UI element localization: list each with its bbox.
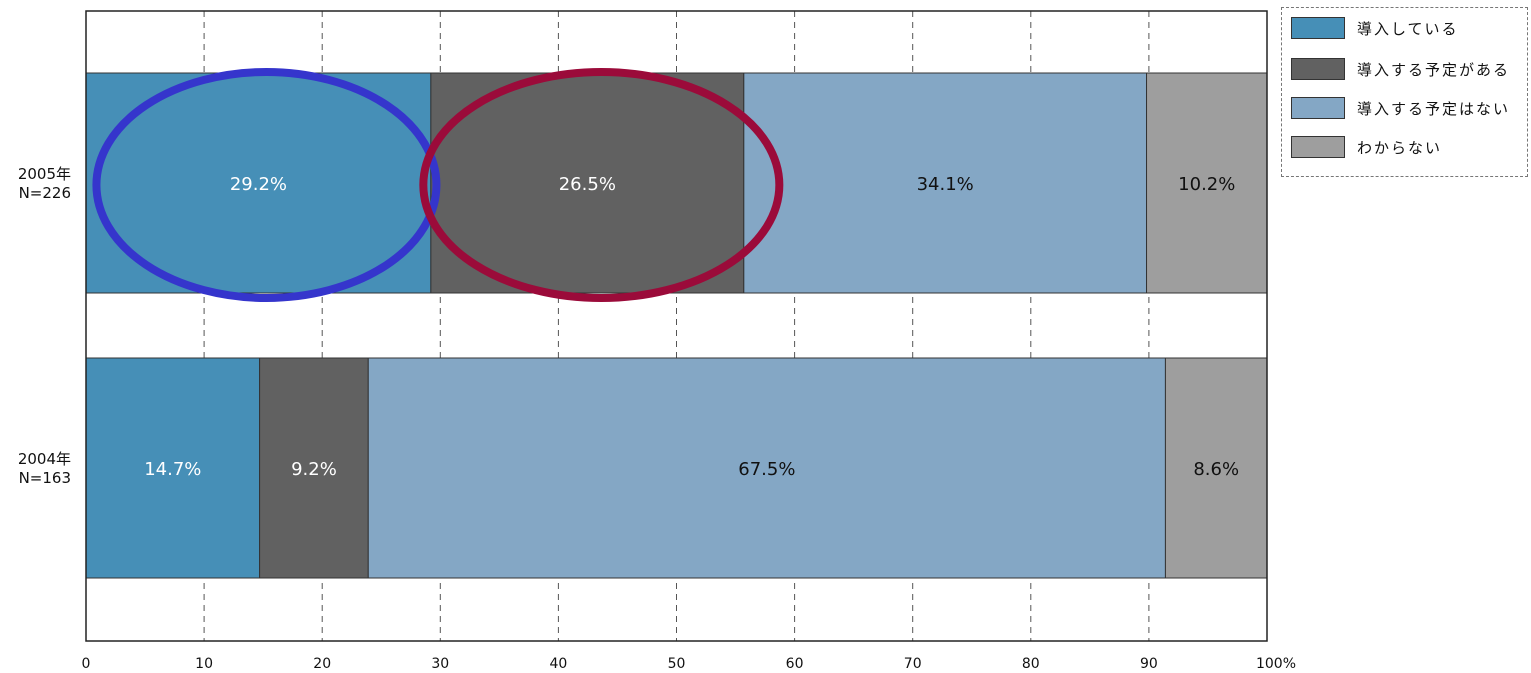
highlight-ellipse-red [419,68,784,302]
legend-item-planned: 導入する予定がある [1291,57,1510,81]
data-label: 14.7% [144,459,201,480]
x-tick-label: 30 [431,656,449,672]
category-label-n: N=226 [19,184,71,202]
category-label-n: N=163 [19,469,71,487]
data-label: 26.5% [559,174,616,195]
bar-segment [1146,72,1268,294]
legend-item-not-planned: 導入する予定はない [1291,96,1510,120]
legend-label: 導入する予定がある [1357,60,1511,79]
bar-segment [259,357,369,579]
legend-item-introduced: 導入している [1291,16,1459,40]
plot-frame [85,10,1268,642]
x-tick-label: 90 [1140,656,1158,672]
bar-segment [85,357,261,579]
bar-segment [367,357,1166,579]
highlight-ellipse-blue [92,68,441,302]
x-tick-label: 20 [313,656,331,672]
category-label-year: 2005年 [18,165,71,183]
legend-swatch [1291,17,1345,39]
annotations [92,68,784,302]
x-tick-label: 0 [82,656,91,672]
legend-swatch [1291,136,1345,158]
x-tick-label: 70 [904,656,922,672]
legend-label: 導入する予定はない [1357,99,1511,118]
legend-label: 導入している [1357,19,1459,38]
x-tick-label: 100% [1256,656,1296,672]
x-tick-label: 50 [668,656,686,672]
bar-segment [743,72,1148,294]
data-label: 67.5% [738,459,795,480]
bars [85,72,1268,579]
legend: 導入している 導入する予定がある 導入する予定はない わからない [1281,7,1528,177]
data-label: 29.2% [230,174,287,195]
x-tick-label: 80 [1022,656,1040,672]
bar-segment [1164,357,1268,579]
data-label: 34.1% [917,174,974,195]
data-label: 8.6% [1193,459,1239,480]
legend-swatch [1291,97,1345,119]
x-tick-label: 40 [549,656,567,672]
data-label: 10.2% [1178,174,1235,195]
x-tick-label: 10 [195,656,213,672]
data-label: 9.2% [291,459,337,480]
legend-label: わからない [1357,138,1443,157]
x-tick-label: 60 [786,656,804,672]
legend-swatch [1291,58,1345,80]
category-label-year: 2004年 [18,450,71,468]
x-axis-tick-labels: 0 10 20 30 40 50 60 70 80 90 100% [82,656,1296,672]
data-labels: 29.2% 26.5% 34.1% 10.2% 14.7% 9.2% 67.5% 8.6% [144,174,1239,480]
legend-item-unknown: わからない [1291,135,1442,159]
